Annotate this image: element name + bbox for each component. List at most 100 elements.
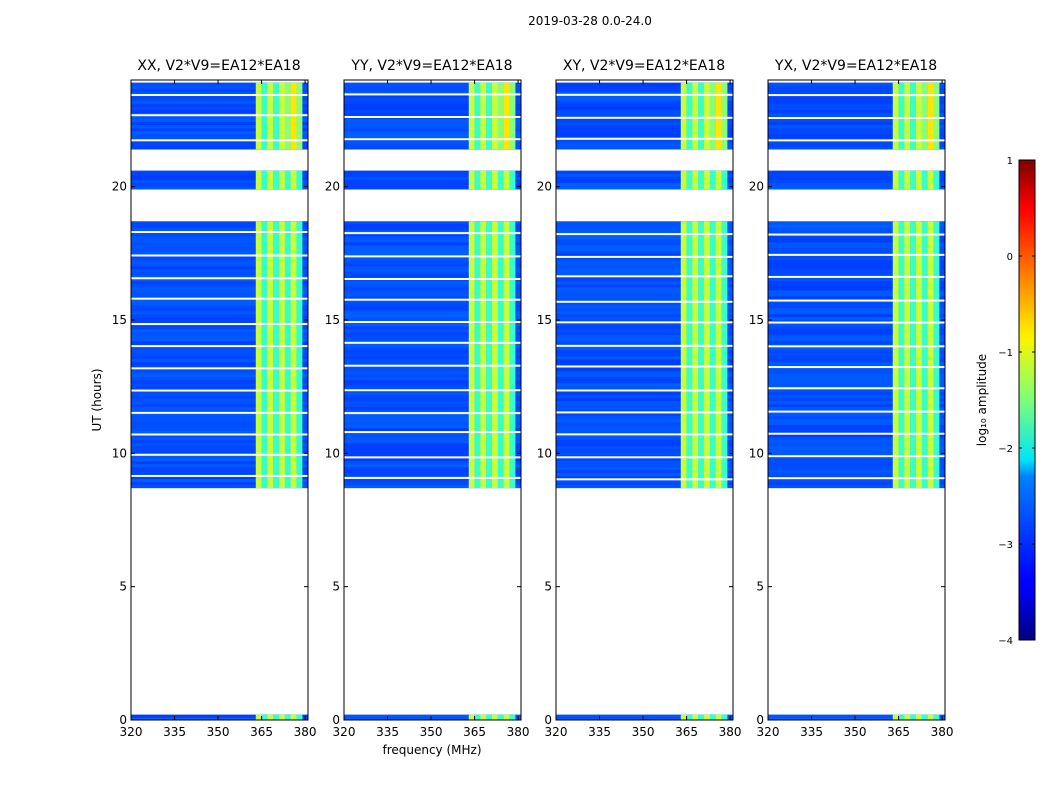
x-tick-label: 335 <box>588 725 611 739</box>
noise-row <box>131 233 308 237</box>
noise-row <box>556 368 733 372</box>
rfi-stripe <box>927 714 934 720</box>
flag-gap <box>131 139 308 142</box>
x-axis-label: frequency (MHz) <box>382 743 482 757</box>
noise-row <box>131 287 308 291</box>
noise-row <box>768 183 945 187</box>
noise-row <box>556 380 733 384</box>
rfi-stripe <box>921 714 928 720</box>
rfi-stripe <box>261 714 268 720</box>
noise-row <box>344 125 521 129</box>
noise-row <box>556 314 733 318</box>
rfi-stripe <box>503 714 510 720</box>
noise-row <box>131 476 308 480</box>
noise-row <box>344 109 521 114</box>
noise-row <box>131 335 308 339</box>
rfi-stripe <box>503 221 510 489</box>
noise-row <box>556 386 733 390</box>
noise-row <box>768 392 945 396</box>
rfi-stripe <box>267 714 274 720</box>
noise-row <box>768 359 945 363</box>
noise-row <box>768 239 945 243</box>
noise-row <box>556 440 733 444</box>
rfi-stripe <box>284 221 291 489</box>
noise-row <box>768 103 945 108</box>
noise-row <box>768 404 945 408</box>
x-tick-label: 320 <box>333 725 356 739</box>
noise-row <box>131 170 308 175</box>
noise-row <box>344 88 521 93</box>
flag-gap <box>131 114 308 117</box>
noise-row <box>344 248 521 252</box>
rfi-stripe <box>898 82 905 150</box>
noise-row <box>768 91 945 96</box>
flag-gap <box>556 389 733 392</box>
noise-row <box>556 482 733 486</box>
rfi-stripe <box>898 221 905 489</box>
noise-row <box>344 398 521 402</box>
flag-gap <box>556 300 733 303</box>
noise-row <box>131 227 308 231</box>
colorbar-label: log₁₀ amplitude <box>975 353 989 447</box>
rfi-stripe <box>474 170 481 190</box>
noise-row <box>768 419 945 423</box>
x-tick-label: 335 <box>376 725 399 739</box>
noise-row <box>556 140 733 144</box>
noise-row <box>344 470 521 474</box>
noise-row <box>131 236 308 240</box>
rfi-stripe <box>715 714 722 720</box>
noise-row <box>556 183 733 187</box>
flag-gap <box>768 139 945 142</box>
noise-row <box>556 353 733 357</box>
noise-row <box>556 443 733 447</box>
x-tick-label: 365 <box>675 725 698 739</box>
rfi-stripe <box>692 170 699 190</box>
y-tick-label: 5 <box>756 580 764 594</box>
noise-row <box>131 428 308 432</box>
noise-row <box>768 428 945 432</box>
rfi-stripe <box>480 221 487 489</box>
noise-row <box>344 416 521 420</box>
rfi-stripe <box>715 170 722 190</box>
noise-row <box>556 224 733 228</box>
spectrogram-xx <box>131 80 308 720</box>
noise-row <box>131 440 308 444</box>
rfi-stripe <box>486 170 493 190</box>
noise-row <box>131 293 308 297</box>
noise-row <box>131 116 308 120</box>
noise-row <box>344 106 521 111</box>
rfi-stripe <box>709 221 716 489</box>
noise-row <box>768 100 945 105</box>
x-tick-label: 320 <box>757 725 780 739</box>
noise-row <box>556 341 733 345</box>
noise-row <box>556 347 733 351</box>
rfi-stripe <box>480 170 487 190</box>
panel-title-yy: YY, V2*V9=EA12*EA18 <box>351 58 513 74</box>
noise-row <box>131 365 308 369</box>
noise-row <box>131 103 308 108</box>
noise-row <box>344 443 521 447</box>
rfi-stripe <box>904 714 911 720</box>
noise-row <box>768 112 945 117</box>
rfi-stripe <box>898 714 905 720</box>
noise-row <box>556 425 733 429</box>
noise-row <box>131 257 308 261</box>
noise-row <box>556 143 733 147</box>
noise-row <box>344 410 521 414</box>
noise-row <box>768 389 945 393</box>
rfi-stripe <box>910 82 917 150</box>
rfi-stripe <box>921 82 928 150</box>
flag-gap <box>556 321 733 324</box>
noise-row <box>344 404 521 408</box>
y-tick-label: 10 <box>325 446 340 460</box>
noise-row <box>556 257 733 261</box>
flag-gap <box>556 116 733 119</box>
noise-row <box>344 245 521 249</box>
noise-row <box>344 230 521 234</box>
rfi-stripe <box>474 714 481 720</box>
noise-row <box>768 443 945 447</box>
rfi-stripe <box>927 221 934 489</box>
y-tick-label: 10 <box>112 446 127 460</box>
noise-row <box>344 112 521 117</box>
noise-row <box>768 266 945 270</box>
